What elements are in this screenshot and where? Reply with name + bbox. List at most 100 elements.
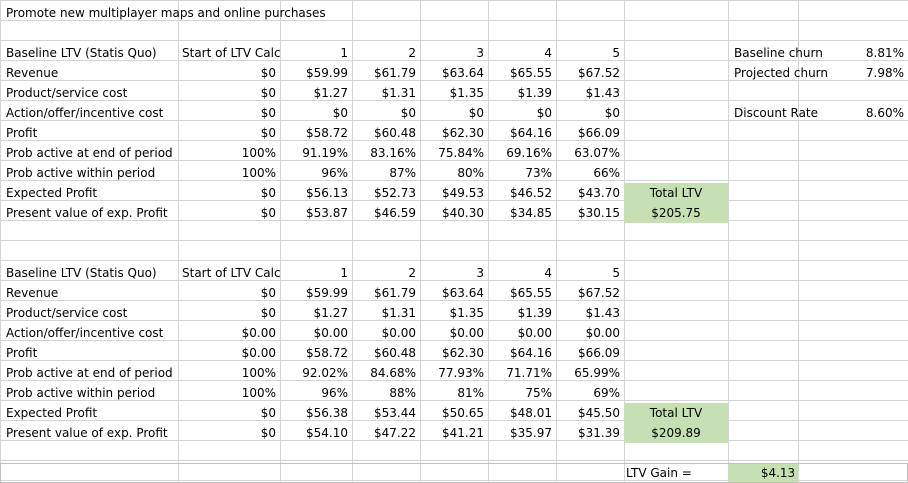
table-cell[interactable]: $0 [260,66,276,80]
table-cell[interactable]: 75% [525,386,552,400]
total-ltv-label-1[interactable]: Total LTV [649,186,703,200]
table-cell[interactable]: $67.52 [578,66,620,80]
header-cell[interactable]: 4 [544,266,552,280]
table-cell[interactable]: $45.50 [578,406,620,420]
table-cell[interactable]: $0 [260,86,276,100]
table-cell[interactable]: $62.30 [442,126,484,140]
table-cell[interactable]: $0 [332,106,348,120]
table-cell[interactable]: $1.31 [381,306,416,320]
table-cell[interactable]: $49.53 [442,186,484,200]
table-cell[interactable]: 100% [241,366,276,380]
table-cell[interactable]: 91.19% [302,146,348,160]
sheet-title[interactable]: Promote new multiplayer maps and online … [6,6,326,20]
row-label[interactable]: Prob active within period [6,386,156,400]
table-cell[interactable]: $34.85 [510,206,552,220]
table-cell[interactable]: $60.48 [374,126,416,140]
table-cell[interactable]: $1.35 [449,86,484,100]
header-cell[interactable]: 3 [476,266,484,280]
table-cell[interactable]: $64.16 [510,126,552,140]
table-cell[interactable]: $0 [400,106,416,120]
table-cell[interactable]: $46.59 [374,206,416,220]
row-label[interactable]: Prob active at end of period [6,146,173,160]
table-cell[interactable]: $61.79 [374,286,416,300]
discount-rate-label[interactable]: Discount Rate [734,106,819,120]
table-cell[interactable]: $47.22 [374,426,416,440]
header-cell[interactable]: 1 [340,266,348,280]
table-cell[interactable]: 100% [241,146,276,160]
table-cell[interactable]: $58.72 [306,346,348,360]
row-label[interactable]: Prob active within period [6,166,156,180]
table-cell[interactable]: $0.00 [381,326,416,340]
table-cell[interactable]: $0 [260,126,276,140]
table-cell[interactable]: 65.99% [574,366,620,380]
table-cell[interactable]: $0 [468,106,484,120]
row-label[interactable]: Revenue [6,66,59,80]
row-label[interactable]: Profit [6,126,38,140]
row-label[interactable]: Revenue [6,286,59,300]
table-cell[interactable]: $63.64 [442,66,484,80]
projected-churn-label[interactable]: Projected churn [734,66,829,80]
header-cell[interactable]: 2 [408,46,416,60]
ltv-gain-value[interactable]: $4.13 [760,466,796,480]
table-cell[interactable]: $0 [260,186,276,200]
table-cell[interactable]: $0 [260,426,276,440]
table-cell[interactable]: $0 [604,106,620,120]
selected-cell[interactable] [0,463,908,483]
table-cell[interactable]: $40.30 [442,206,484,220]
table-cell[interactable]: $0 [260,306,276,320]
table-cell[interactable]: 87% [389,166,416,180]
table-cell[interactable]: $52.73 [374,186,416,200]
row-label[interactable]: Product/service cost [6,306,128,320]
table-cell[interactable]: $0 [536,106,552,120]
table-cell[interactable]: $1.31 [381,86,416,100]
table-cell[interactable]: $66.09 [578,346,620,360]
table-cell[interactable]: $1.39 [517,306,552,320]
table-cell[interactable]: 63.07% [574,146,620,160]
row-label[interactable]: Present value of exp. Profit [6,426,168,440]
row-label[interactable]: Prob active at end of period [6,366,173,380]
row-label[interactable]: Product/service cost [6,86,128,100]
row-label[interactable]: Action/offer/incentive cost [6,326,164,340]
table-cell[interactable]: 100% [241,166,276,180]
table-cell[interactable]: $0 [260,206,276,220]
row-label[interactable]: Present value of exp. Profit [6,206,168,220]
table-cell[interactable]: 100% [241,386,276,400]
header-cell[interactable]: 1 [340,46,348,60]
table-cell[interactable]: $0.00 [241,326,276,340]
total-ltv-value-2[interactable]: $209.89 [651,426,701,440]
table-cell[interactable]: $63.64 [442,286,484,300]
table-cell[interactable]: $62.30 [442,346,484,360]
table-cell[interactable]: 84.68% [370,366,416,380]
table-cell[interactable]: $1.27 [313,86,348,100]
projected-churn-value[interactable]: 7.98% [865,66,904,80]
table-cell[interactable]: $0.00 [517,326,552,340]
table-cell[interactable]: 80% [457,166,484,180]
table-cell[interactable]: 77.93% [438,366,484,380]
row-label[interactable]: Profit [6,346,38,360]
table-cell[interactable]: 75.84% [438,146,484,160]
ltv-gain-label[interactable]: LTV Gain = [626,466,692,480]
table-cell[interactable]: 96% [321,166,348,180]
table-cell[interactable]: 92.02% [302,366,348,380]
table-cell[interactable]: $35.97 [510,426,552,440]
header-cell[interactable]: Baseline LTV (Statis Quo) [6,266,157,280]
table-cell[interactable]: $1.43 [585,86,620,100]
table-cell[interactable]: $0.00 [585,326,620,340]
row-label[interactable]: Expected Profit [6,406,98,420]
table-cell[interactable]: $0.00 [313,326,348,340]
total-ltv-label-2[interactable]: Total LTV [649,406,703,420]
table-cell[interactable]: $1.27 [313,306,348,320]
table-cell[interactable]: $41.21 [442,426,484,440]
header-cell[interactable]: 4 [544,46,552,60]
table-cell[interactable]: $59.99 [306,286,348,300]
header-cell[interactable]: Start of LTV Calc [182,46,281,60]
header-cell[interactable]: 5 [612,46,620,60]
row-label[interactable]: Action/offer/incentive cost [6,106,164,120]
table-cell[interactable]: $48.01 [510,406,552,420]
table-cell[interactable]: $61.79 [374,66,416,80]
table-cell[interactable]: $58.72 [306,126,348,140]
table-cell[interactable]: $53.44 [374,406,416,420]
table-cell[interactable]: $50.65 [442,406,484,420]
table-cell[interactable]: $54.10 [306,426,348,440]
table-cell[interactable]: $64.16 [510,346,552,360]
